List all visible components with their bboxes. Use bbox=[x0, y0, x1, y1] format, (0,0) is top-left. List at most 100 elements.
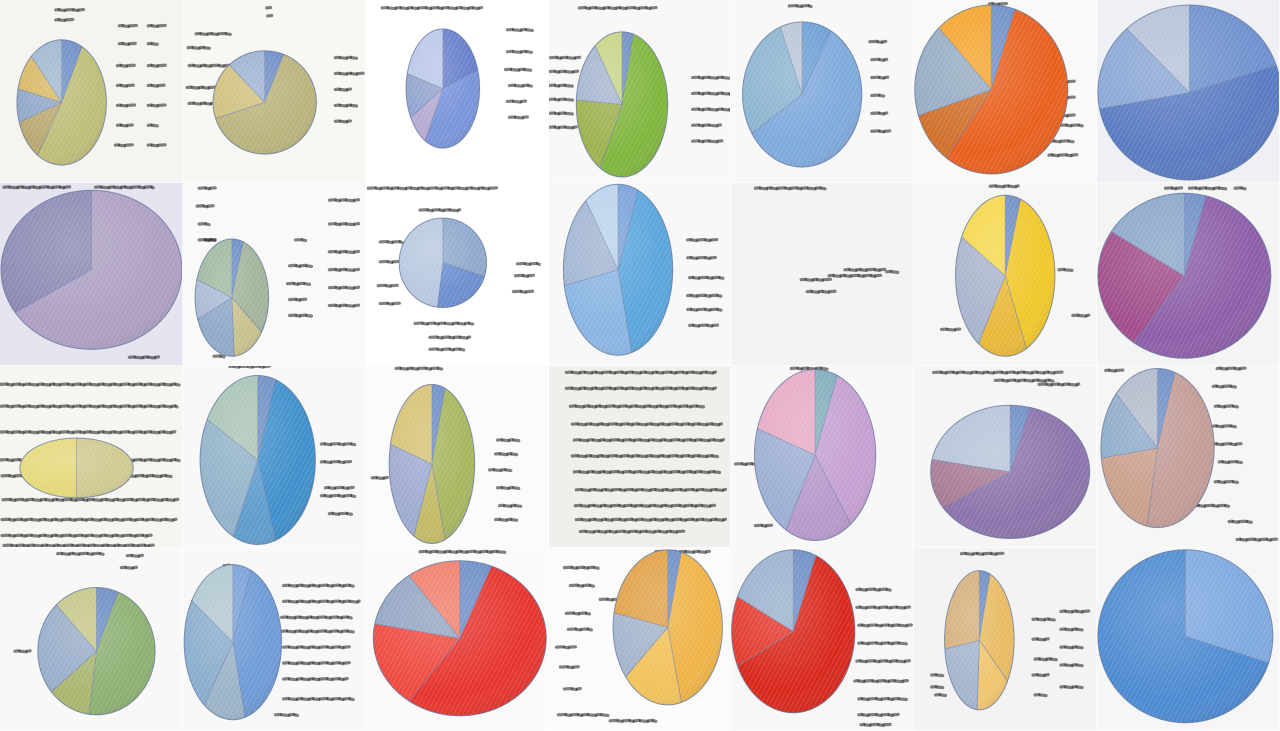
illegible-label bbox=[513, 273, 535, 278]
illegible-label bbox=[1059, 627, 1084, 632]
illegible-label bbox=[212, 354, 226, 359]
illegible-label bbox=[203, 237, 217, 242]
pie-chart-tile bbox=[182, 0, 366, 183]
illegible-label bbox=[548, 69, 579, 74]
illegible-label bbox=[827, 273, 883, 278]
illegible-label bbox=[146, 143, 167, 148]
illegible-label bbox=[197, 185, 217, 191]
pie-chart-tile bbox=[914, 548, 1098, 731]
pie-chart-svg bbox=[940, 183, 1091, 357]
pie-chart-svg bbox=[731, 549, 914, 728]
illegible-label bbox=[1071, 313, 1091, 318]
illegible-label bbox=[1233, 185, 1247, 191]
illegible-label bbox=[940, 327, 962, 332]
illegible-label bbox=[608, 719, 657, 724]
illegible-label bbox=[115, 83, 135, 88]
pie bbox=[612, 549, 723, 706]
illegible-label bbox=[805, 289, 837, 294]
pie-outline bbox=[183, 564, 282, 721]
illegible-label bbox=[685, 293, 723, 298]
pie-outline bbox=[731, 549, 856, 714]
pie-chart-svg bbox=[914, 1, 1085, 175]
illegible-label bbox=[333, 55, 358, 60]
pie-chart-tile bbox=[365, 0, 549, 183]
illegible-label bbox=[281, 697, 355, 702]
illegible-label bbox=[428, 335, 471, 340]
illegible-label bbox=[870, 75, 890, 80]
illegible-label bbox=[0, 403, 179, 408]
illegible-label bbox=[1217, 459, 1244, 464]
pie bbox=[1097, 192, 1272, 359]
pie-outline bbox=[398, 217, 487, 308]
illegible-label bbox=[1037, 381, 1081, 387]
pie-outline bbox=[612, 549, 723, 706]
pie bbox=[1097, 549, 1274, 724]
illegible-label bbox=[327, 197, 360, 203]
pie bbox=[388, 383, 475, 544]
illegible-label bbox=[56, 551, 105, 557]
illegible-label bbox=[370, 475, 389, 480]
illegible-label bbox=[548, 97, 574, 102]
pie bbox=[754, 368, 877, 541]
pie-chart-tile bbox=[0, 182, 183, 366]
pie-chart-svg bbox=[734, 366, 877, 541]
illegible-label bbox=[548, 83, 574, 88]
illegible-label bbox=[799, 277, 833, 282]
pie-chart-tile bbox=[548, 182, 732, 366]
illegible-label bbox=[564, 385, 717, 391]
illegible-label bbox=[1059, 663, 1084, 668]
pie-chart-svg bbox=[1097, 185, 1272, 359]
pie-chart-tile bbox=[182, 365, 366, 549]
pie-chart-svg bbox=[13, 551, 156, 716]
illegible-label bbox=[1193, 503, 1231, 508]
illegible-label bbox=[843, 267, 887, 272]
illegible-label bbox=[54, 17, 75, 23]
illegible-label bbox=[281, 583, 355, 588]
illegible-label bbox=[507, 115, 529, 120]
pie-chart-tile bbox=[1097, 182, 1280, 366]
illegible-label bbox=[1049, 139, 1075, 144]
pie-outline bbox=[1100, 367, 1215, 528]
pie-chart-svg bbox=[199, 365, 357, 545]
illegible-label bbox=[127, 355, 161, 360]
pie-outline bbox=[0, 189, 182, 350]
illegible-label bbox=[495, 485, 521, 490]
pie-outline bbox=[1097, 192, 1272, 359]
illegible-label bbox=[54, 7, 86, 13]
illegible-label bbox=[327, 249, 360, 254]
illegible-label bbox=[558, 665, 580, 670]
illegible-label bbox=[146, 41, 159, 46]
illegible-label bbox=[857, 623, 914, 628]
pie bbox=[731, 549, 856, 714]
pie bbox=[742, 21, 863, 168]
illegible-label bbox=[690, 139, 723, 144]
illegible-label bbox=[1211, 441, 1243, 446]
illegible-label bbox=[1059, 645, 1084, 650]
illegible-label bbox=[507, 83, 533, 88]
illegible-label bbox=[115, 103, 137, 108]
pie-chart-tile bbox=[0, 548, 183, 731]
illegible-label bbox=[511, 289, 534, 294]
illegible-label bbox=[870, 57, 889, 62]
illegible-label bbox=[562, 565, 600, 571]
illegible-label bbox=[281, 645, 351, 650]
pie bbox=[930, 404, 1091, 539]
illegible-label bbox=[934, 693, 948, 698]
pie-chart-tile bbox=[914, 182, 1098, 366]
illegible-label bbox=[380, 5, 483, 11]
pie-chart-tile bbox=[365, 548, 549, 731]
pie-chart-svg bbox=[380, 5, 534, 149]
illegible-label bbox=[319, 493, 357, 498]
illegible-label bbox=[287, 297, 308, 302]
pie-chart-svg bbox=[183, 563, 361, 721]
illegible-label bbox=[93, 184, 155, 190]
illegible-label bbox=[885, 269, 900, 274]
illegible-label bbox=[932, 369, 1064, 375]
illegible-label bbox=[857, 641, 909, 646]
illegible-label bbox=[853, 679, 910, 684]
illegible-label bbox=[327, 221, 360, 226]
illegible-label bbox=[573, 503, 716, 508]
illegible-label bbox=[2, 184, 72, 190]
illegible-label bbox=[1047, 153, 1079, 158]
illegible-label bbox=[394, 366, 443, 371]
